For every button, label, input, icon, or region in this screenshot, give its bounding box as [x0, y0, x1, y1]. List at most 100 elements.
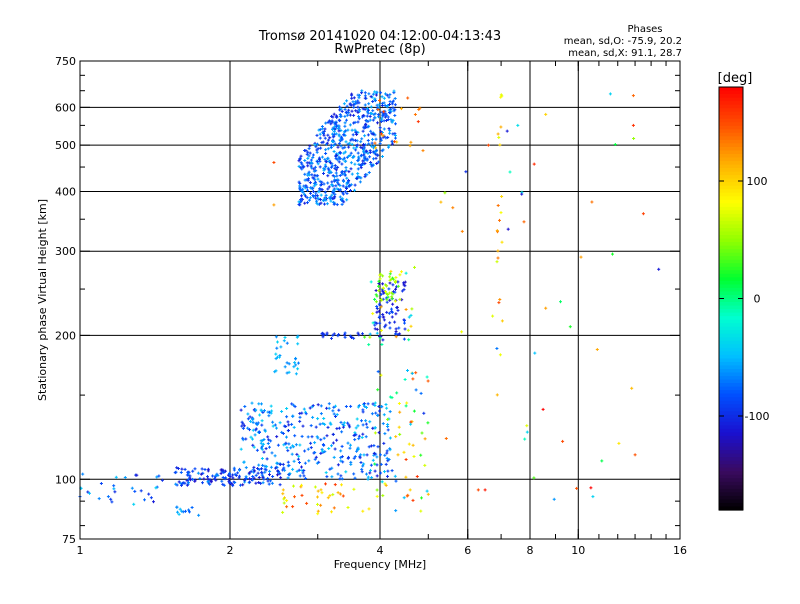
echo-point [140, 489, 143, 492]
echo-point [380, 343, 383, 346]
colorbar-tick-label: 0 [754, 293, 761, 306]
echo-point [152, 500, 155, 503]
echo-point [349, 123, 352, 126]
echo-point [500, 195, 503, 198]
echo-point [360, 137, 363, 140]
colorbar-band [719, 492, 743, 496]
echo-point [378, 322, 381, 325]
echo-point [297, 455, 300, 458]
echo-point [184, 510, 187, 513]
colorbar-band [719, 249, 743, 253]
y-tick-label: 750 [55, 55, 76, 68]
echo-point [307, 459, 310, 462]
echo-point [337, 409, 340, 412]
echo-point [283, 502, 286, 505]
echo-point [295, 443, 298, 446]
echo-point [307, 448, 310, 451]
echo-point [267, 442, 270, 445]
echo-point [287, 420, 290, 423]
echo-point [313, 184, 316, 187]
echo-point [632, 124, 635, 127]
echo-point [417, 120, 420, 123]
echo-point [338, 119, 341, 122]
echo-point [343, 115, 346, 118]
echo-point [364, 175, 367, 178]
echo-point [364, 419, 367, 422]
y-tick-label: 600 [55, 101, 76, 114]
echo-point [338, 142, 341, 145]
echo-point [333, 150, 336, 153]
echo-point [295, 453, 298, 456]
echo-point [363, 134, 366, 137]
echo-point [291, 468, 294, 471]
echo-point [350, 167, 353, 170]
echo-point [422, 149, 425, 152]
echo-point [326, 174, 329, 177]
echo-point [365, 473, 368, 476]
colorbar-band [719, 122, 743, 126]
echo-point [124, 476, 127, 479]
echo-point [333, 506, 336, 509]
echo-point [394, 435, 397, 438]
echo-point [376, 489, 379, 492]
colorbar-band [719, 327, 743, 331]
colorbar-band [719, 277, 743, 281]
echo-point [383, 97, 386, 100]
echo-point [325, 475, 328, 478]
echo-point [351, 129, 354, 132]
echo-point [287, 423, 290, 426]
echo-point [362, 130, 365, 133]
echo-point [632, 137, 635, 140]
colorbar-band [719, 253, 743, 257]
echo-point [349, 444, 352, 447]
echo-point [394, 122, 397, 125]
colorbar-band [719, 337, 743, 341]
echo-point [300, 194, 303, 197]
echo-point [298, 444, 301, 447]
echo-point [390, 308, 393, 311]
echo-point [180, 471, 183, 474]
echo-point [274, 454, 277, 457]
colorbar-band [719, 496, 743, 500]
echo-point [375, 289, 378, 292]
colorbar-band [719, 108, 743, 112]
x-tick-label: 8 [527, 544, 534, 557]
echo-point [327, 147, 330, 150]
echo-point [410, 325, 413, 328]
colorbar-band [719, 478, 743, 482]
echo-point [370, 280, 373, 283]
colorbar-band [719, 383, 743, 387]
echo-point [420, 496, 423, 499]
echo-point [386, 136, 389, 139]
echo-point [371, 100, 374, 103]
colorbar-band [719, 299, 743, 303]
echo-point [364, 104, 367, 107]
echo-point [632, 94, 635, 97]
echo-point [284, 336, 287, 339]
echo-point [374, 431, 377, 434]
colorbar-band [719, 355, 743, 359]
colorbar-band [719, 394, 743, 398]
echo-point [357, 167, 360, 170]
echo-point [361, 436, 364, 439]
colorbar-band [719, 196, 743, 200]
echo-point [398, 411, 401, 414]
colorbar-band [719, 140, 743, 144]
echo-point [353, 96, 356, 99]
echo-point [345, 177, 348, 180]
colorbar-band [719, 112, 743, 116]
colorbar-band [719, 429, 743, 433]
echo-point [379, 142, 382, 145]
y-tick-label: 75 [62, 533, 76, 546]
colorbar-band [719, 362, 743, 366]
echo-point [268, 470, 271, 473]
echo-point [376, 388, 379, 391]
colorbar-band [719, 126, 743, 130]
echo-point [324, 482, 327, 485]
echo-point [398, 298, 401, 301]
echo-point [424, 437, 427, 440]
echo-point [642, 212, 645, 215]
echo-point [365, 435, 368, 438]
echo-point [354, 184, 357, 187]
echo-point [243, 461, 246, 464]
